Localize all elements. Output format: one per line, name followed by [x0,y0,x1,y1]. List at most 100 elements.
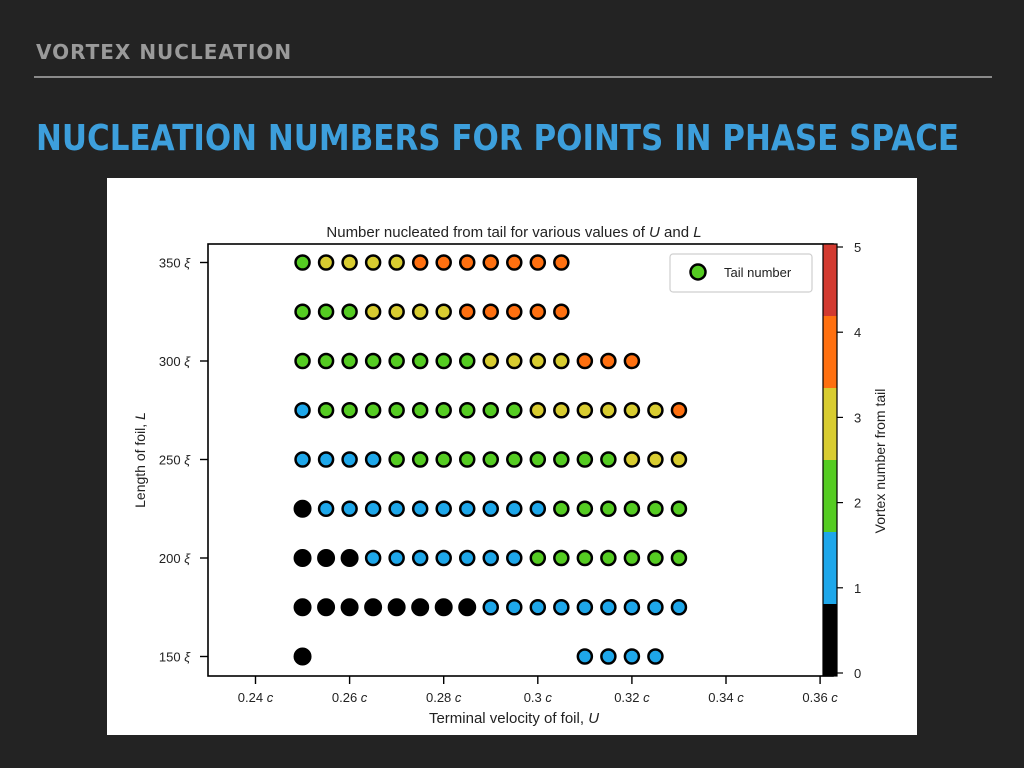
data-point [482,599,499,616]
data-point [317,451,335,468]
data-point [387,598,406,617]
data-point [529,352,547,370]
data-point [458,254,476,271]
data-point [623,599,641,616]
scatter-chart: Number nucleated from tail for various v… [132,224,888,727]
legend: Tail number [669,253,813,293]
x-tick-label: 0.32 c [614,690,650,705]
x-tick-label: 0.34 c [708,690,744,705]
data-point [529,402,547,419]
data-point [458,402,476,419]
x-tick-label: 0.36 c [802,690,838,705]
data-point [411,451,429,468]
slide-title: NUCLEATION NUMBERS FOR POINTS IN PHASE S… [36,118,960,159]
chart-figure: Number nucleated from tail for various v… [107,178,917,735]
data-point [553,599,570,616]
y-axis-label: Length of foil, L [132,412,148,508]
data-point [388,303,405,320]
data-point [434,598,453,617]
data-point [576,549,594,567]
data-point [435,500,452,517]
data-point [482,500,499,517]
data-point [623,549,641,567]
data-point [576,352,594,370]
data-point [576,451,594,468]
data-point [411,500,429,517]
data-point [293,598,312,617]
data-point [506,402,523,419]
data-point [388,549,405,567]
data-point [553,352,570,370]
data-point [647,451,664,468]
data-point [341,352,358,370]
data-point [340,598,359,617]
data-point [553,254,570,271]
section-title: VORTEX NUCLEATION [36,40,293,64]
data-point [411,254,429,271]
data-point [294,451,311,468]
data-point [506,451,523,468]
data-point [506,500,523,517]
data-point [623,500,641,517]
y-tick-label: 150 ξ [159,650,191,665]
data-point [411,549,429,567]
data-point [482,303,499,320]
data-point [553,402,570,419]
data-point [576,599,594,616]
data-point [576,500,594,517]
colorbar-tick-label: 5 [854,240,861,255]
colorbar-label: Vortex number from tail [872,389,888,534]
data-point [482,402,499,419]
data-point [482,451,499,468]
data-point [553,451,570,468]
data-point [388,254,405,271]
y-tick-label: 300 ξ [159,354,191,369]
data-point [364,500,382,517]
y-tick-label: 200 ξ [159,551,191,566]
data-point [553,500,570,517]
data-point [388,451,405,468]
data-point [600,352,617,370]
data-point [411,352,429,370]
data-point [293,499,312,518]
data-point [529,500,547,517]
data-point [458,500,476,517]
colorbar-tick-label: 0 [854,666,861,681]
colorbar-tick-label: 2 [854,496,861,511]
data-point [529,303,547,320]
colorbar-band [823,604,837,676]
data-point [553,549,570,567]
x-tick-label: 0.28 c [426,690,462,705]
data-point [317,303,335,320]
data-point [458,549,476,567]
y-tick-label: 250 ξ [159,453,191,468]
data-point [600,599,617,616]
data-point [529,549,547,567]
data-point [529,254,547,271]
data-point [294,303,311,320]
data-point [670,402,688,419]
x-axis-label: Terminal velocity of foil, U [429,710,599,727]
data-point [482,352,499,370]
data-point [647,599,664,616]
data-point [317,352,335,370]
colorbar-band [823,316,837,388]
data-point [553,303,570,320]
data-point [317,500,335,517]
data-point [341,254,358,271]
data-point [506,303,523,320]
data-point [364,598,383,617]
x-tick-label: 0.3 c [524,690,553,705]
data-point [435,303,452,320]
data-point [458,352,476,370]
data-point [388,352,405,370]
data-point [435,352,452,370]
data-point [435,402,452,419]
data-point [411,598,430,617]
data-point [600,648,617,665]
data-point [317,402,335,419]
header-divider [34,76,992,78]
data-point [294,352,311,370]
y-tick-label: 350 ξ [159,256,191,271]
data-point [647,500,664,517]
